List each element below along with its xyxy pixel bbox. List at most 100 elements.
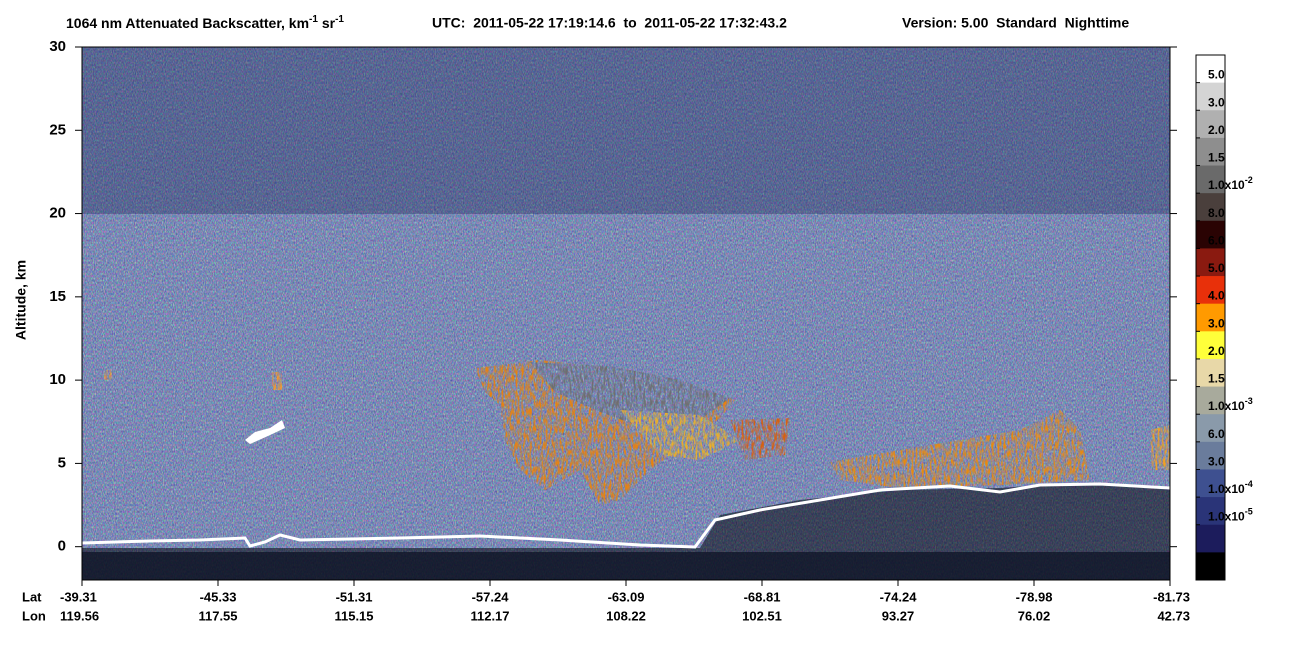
lat-label: -51.31 [336, 589, 373, 604]
time-range: UTC: 2011-05-22 17:19:14.6 to 2011-05-22… [432, 15, 787, 31]
colorbar-band [1196, 386, 1225, 415]
colorbar-band [1196, 441, 1225, 470]
version: Version: 5.00 Standard Nighttime [902, 15, 1129, 31]
colorbar-label-text: 8.0 [1208, 206, 1225, 220]
colorbar-label: 4.0 [1208, 289, 1225, 303]
colorbar-label: 1.0x10-3 [1208, 397, 1253, 414]
y-axis-label: Altitude, km [13, 260, 29, 340]
lon-label: 119.56 [60, 608, 99, 623]
y-tick-label: 15 [49, 288, 66, 305]
lat-label: -63.09 [608, 589, 645, 604]
colorbar-label: 3.0 [1208, 95, 1225, 109]
colorbar-band [1196, 276, 1225, 305]
colorbar-band [1196, 193, 1225, 222]
lon-label: 102.51 [742, 608, 782, 623]
colorbar-label: 6.0 [1208, 427, 1225, 441]
cloud-bright [245, 420, 285, 444]
colorbar-label-text: 3.0 [1208, 95, 1225, 109]
colorbar-label-exponent: -2 [1245, 176, 1253, 186]
colorbar-label: 3.0 [1208, 455, 1225, 469]
colorbar-label: 8.0 [1208, 206, 1225, 220]
lat-label: -78.98 [1016, 589, 1053, 604]
colorbar-label-text: 1.0x10 [1208, 178, 1245, 192]
colorbar-label: 1.0x10-4 [1208, 479, 1253, 496]
colorbar-label-text: 2.0 [1208, 123, 1225, 137]
title-text: 1064 nm Attenuated Backscatter, km [66, 15, 309, 31]
x-row-label: Lon [22, 608, 46, 623]
colorbar-band [1196, 414, 1225, 443]
upper-layer [82, 47, 1170, 214]
y-tick-label: 20 [49, 205, 66, 222]
y-tick-label: 30 [49, 38, 66, 55]
lat-label: -39.31 [60, 589, 97, 604]
colorbar-frame [1195, 54, 1226, 581]
colorbar-band [1196, 497, 1225, 526]
lon-label: 76.02 [1018, 608, 1051, 623]
y-tick-label: 25 [49, 121, 66, 138]
lat-label: -45.33 [200, 589, 237, 604]
colorbar-label: 3.0 [1208, 316, 1225, 330]
colorbar-band [1196, 552, 1225, 581]
lat-label: -68.81 [744, 589, 781, 604]
colorbar-label: 1.5 [1208, 151, 1225, 165]
colorbar-label-text: 6.0 [1208, 427, 1225, 441]
colorbar-label-text: 2.0 [1208, 344, 1225, 358]
colorbar-label-text: 6.0 [1208, 234, 1225, 248]
colorbar-label: 5.0 [1208, 261, 1225, 275]
colorbar-label-text: 1.0x10 [1208, 399, 1245, 413]
surface-return [82, 482, 1170, 549]
colorbar-band [1196, 469, 1225, 498]
lon-label: 108.22 [606, 608, 646, 623]
colorbar-label-exponent: -5 [1245, 507, 1253, 517]
lon-label: 117.55 [198, 608, 237, 623]
lat-label: -74.24 [880, 589, 918, 604]
colorbar-label-text: 1.0x10 [1208, 510, 1245, 524]
colorbar-label-text: 3.0 [1208, 316, 1225, 330]
colorbar-label: 1.5 [1208, 372, 1225, 386]
colorbar-band [1196, 220, 1225, 249]
colorbar-band [1196, 358, 1225, 388]
colorbar-band [1196, 110, 1225, 139]
title-text: sr [318, 15, 336, 31]
colorbar-band [1196, 248, 1225, 277]
colorbar-label-text: 5.0 [1208, 261, 1225, 275]
colorbar-label: 1.0x10-2 [1208, 176, 1253, 193]
colorbar-band [1196, 331, 1225, 360]
lon-label: 112.17 [470, 608, 509, 623]
title-exponent: -1 [309, 14, 318, 25]
lon-label: 42.73 [1157, 608, 1190, 623]
colorbar-label-exponent: -3 [1245, 397, 1253, 407]
plot-area [82, 47, 1170, 580]
colorbar-band [1196, 303, 1225, 332]
y-tick-label: 10 [49, 371, 66, 388]
colorbar-label: 1.0x10-5 [1208, 507, 1253, 524]
lat-label: -81.73 [1153, 589, 1190, 604]
colorbar-band [1196, 165, 1225, 194]
colorbar-label-text: 1.5 [1208, 372, 1225, 386]
colorbar-label-exponent: -4 [1245, 479, 1253, 489]
lat-label: -57.24 [472, 589, 510, 604]
lon-label: 115.15 [334, 608, 373, 623]
colorbar-label: 2.0 [1208, 123, 1225, 137]
colorbar-band [1196, 55, 1225, 84]
subsurface-band [82, 552, 1170, 580]
lon-label: 93.27 [882, 608, 915, 623]
x-row-label: Lat [22, 589, 42, 604]
chart-title: 1064 nm Attenuated Backscatter, km-1 sr-… [66, 14, 344, 31]
colorbar-label: 2.0 [1208, 344, 1225, 358]
colorbar-label: 5.0 [1208, 68, 1225, 82]
title-exponent: -1 [335, 14, 344, 25]
colorbar-band [1196, 82, 1225, 111]
y-tick-label: 5 [58, 454, 66, 471]
colorbar-label-text: 1.0x10 [1208, 482, 1245, 496]
clouds [104, 360, 1170, 505]
y-tick-label: 0 [58, 538, 66, 555]
colorbar-band [1196, 524, 1225, 553]
colorbar-label: 6.0 [1208, 234, 1225, 248]
colorbar-band [1196, 137, 1225, 167]
colorbar-label-text: 4.0 [1208, 289, 1225, 303]
colorbar-label-text: 1.5 [1208, 151, 1225, 165]
colorbar-label-text: 3.0 [1208, 455, 1225, 469]
colorbar-label-text: 5.0 [1208, 68, 1225, 82]
